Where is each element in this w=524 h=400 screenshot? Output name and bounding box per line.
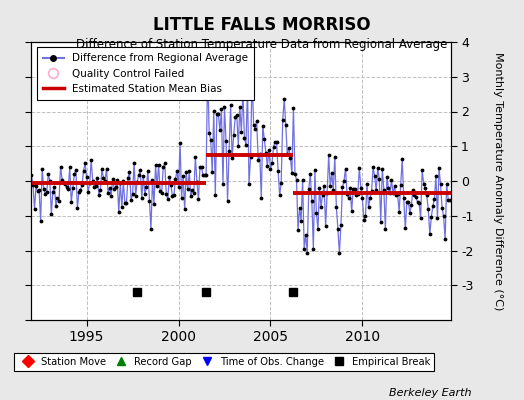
Legend: Station Move, Record Gap, Time of Obs. Change, Empirical Break: Station Move, Record Gap, Time of Obs. C… (14, 353, 434, 370)
Text: LITTLE FALLS MORRISO: LITTLE FALLS MORRISO (153, 16, 371, 34)
Text: Difference of Station Temperature Data from Regional Average: Difference of Station Temperature Data f… (77, 38, 447, 51)
Text: Berkeley Earth: Berkeley Earth (389, 388, 472, 398)
Y-axis label: Monthly Temperature Anomaly Difference (°C): Monthly Temperature Anomaly Difference (… (493, 52, 503, 310)
